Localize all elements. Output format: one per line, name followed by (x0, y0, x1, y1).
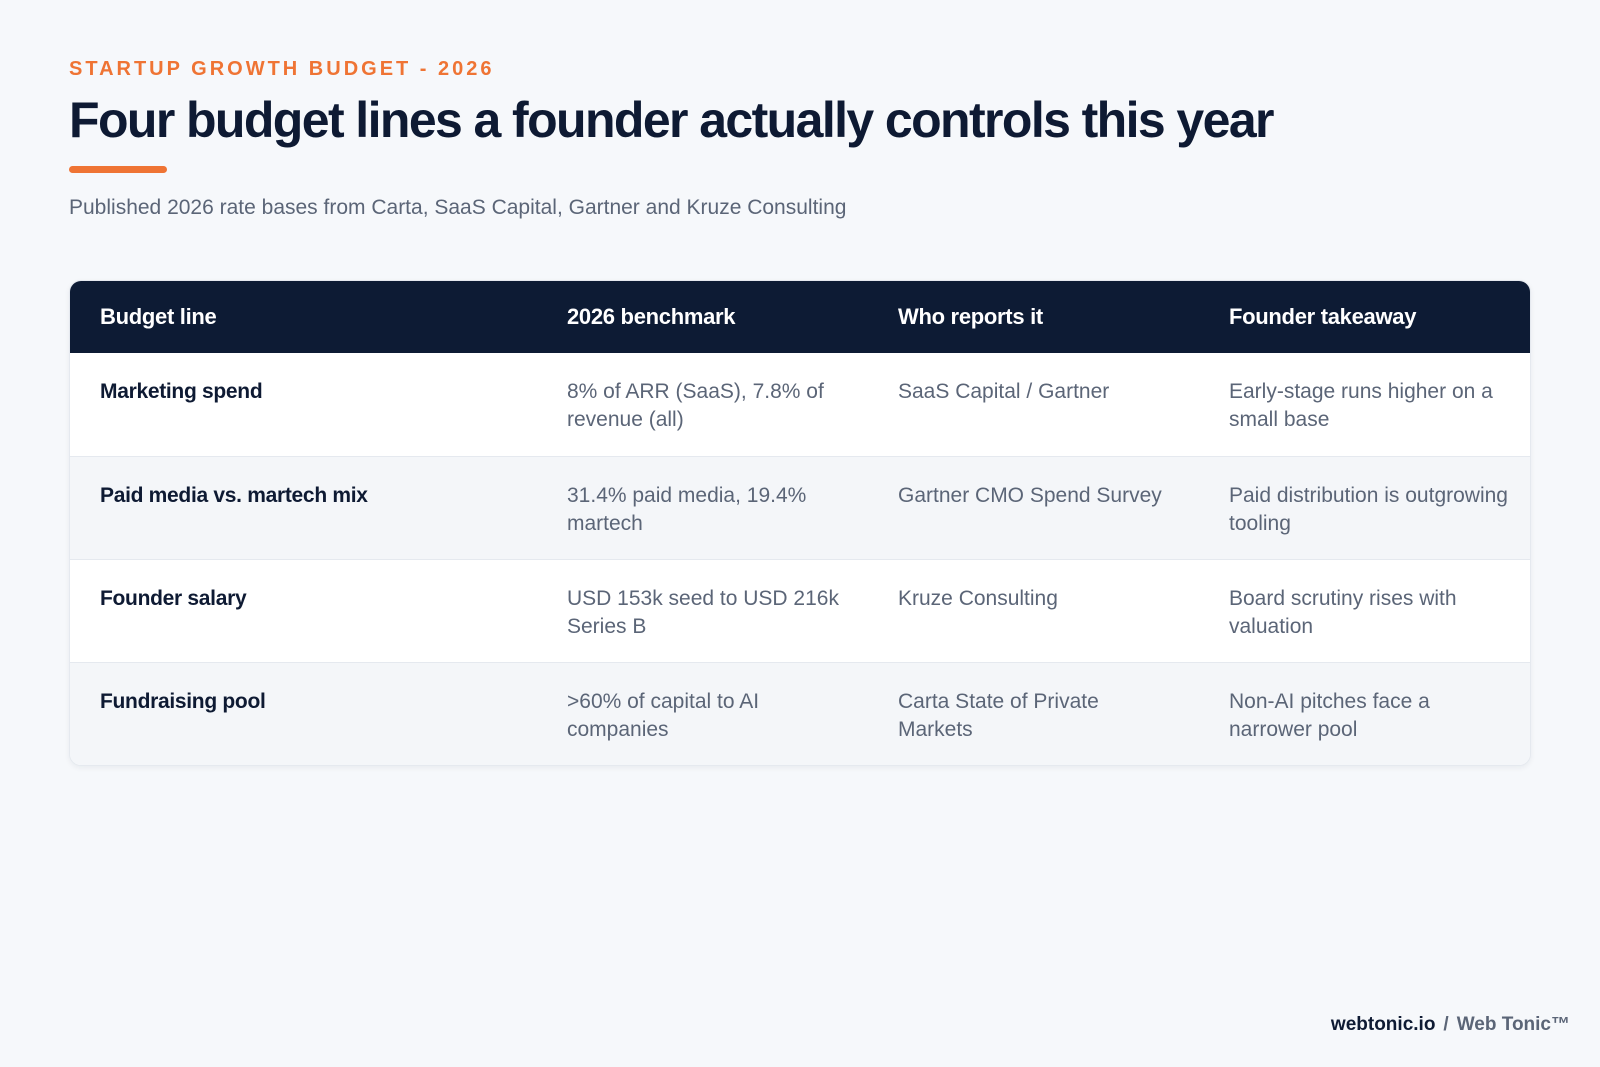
budget-table: Budget line 2026 benchmark Who reports i… (70, 281, 1530, 765)
footer-domain: webtonic.io (1330, 1014, 1436, 1035)
cell-source: Kruze Consulting (898, 586, 1058, 610)
cell-takeaway: Paid distribution is outgrowing tooling (1229, 483, 1508, 535)
cell-source: Gartner CMO Spend Survey (898, 483, 1162, 507)
budget-table-card: Budget line 2026 benchmark Who reports i… (69, 280, 1531, 766)
table-row: Founder salary USD 153k seed to USD 216k… (70, 559, 1530, 662)
table-row: Fundraising pool >60% of capital to AI c… (70, 662, 1530, 765)
column-header-benchmark: 2026 benchmark (567, 304, 736, 329)
column-header-source: Who reports it (898, 304, 1043, 329)
cell-budget-line: Marketing spend (100, 380, 263, 403)
page-subtitle: Published 2026 rate bases from Carta, Sa… (69, 196, 847, 219)
cell-takeaway: Board scrutiny rises with valuation (1229, 586, 1457, 638)
cell-budget-line: Fundraising pool (100, 689, 266, 713)
cell-takeaway: Early-stage runs higher on a small base (1229, 380, 1493, 431)
table-row: Marketing spend 8% of ARR (SaaS), 7.8% o… (70, 353, 1530, 456)
footer-attribution: webtonic.io / Web Tonic™ (1331, 1014, 1570, 1036)
eyebrow-label: STARTUP GROWTH BUDGET - 2026 (69, 58, 495, 80)
footer-brand: Web Tonic™ (1456, 1014, 1570, 1035)
cell-takeaway: Non-AI pitches face a narrower pool (1229, 689, 1430, 741)
title-accent-bar (69, 166, 167, 173)
page: STARTUP GROWTH BUDGET - 2026 Four budget… (69, 0, 1531, 1067)
cell-budget-line: Founder salary (100, 586, 247, 610)
column-header-takeaway: Founder takeaway (1229, 304, 1417, 329)
cell-source: SaaS Capital / Gartner (898, 380, 1110, 403)
cell-benchmark: 8% of ARR (SaaS), 7.8% of revenue (all) (567, 380, 824, 431)
cell-budget-line: Paid media vs. martech mix (100, 483, 368, 507)
table-header-row: Budget line 2026 benchmark Who reports i… (70, 281, 1530, 353)
cell-benchmark: USD 153k seed to USD 216k Series B (567, 586, 839, 638)
footer-separator: / (1443, 1014, 1449, 1035)
page-title: Four budget lines a founder actually con… (69, 92, 1275, 148)
cell-benchmark: 31.4% paid media, 19.4% martech (567, 483, 807, 535)
cell-benchmark: >60% of capital to AI companies (567, 689, 760, 741)
cell-source: Carta State of Private Markets (898, 689, 1099, 741)
table-row: Paid media vs. martech mix 31.4% paid me… (70, 456, 1530, 559)
column-header-budget-line: Budget line (100, 304, 217, 329)
